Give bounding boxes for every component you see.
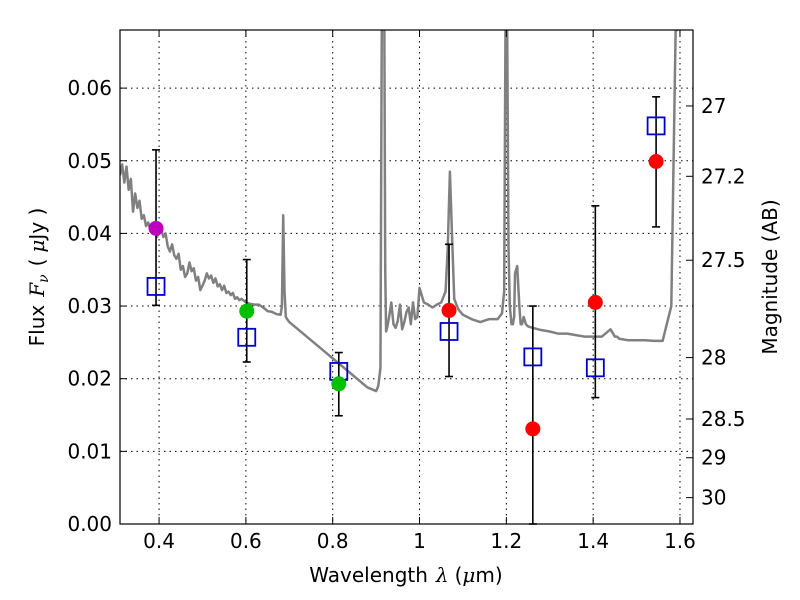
y-axis-ticks: 0.00 0.01 0.02 0.03 0.04 0.05 0.06 — [67, 76, 127, 536]
y-tick-label: 0.00 — [67, 512, 112, 536]
y-tick-label: 0.05 — [67, 149, 112, 173]
magnitude-tick-label: 27 — [701, 94, 726, 118]
model-square-point — [146, 277, 166, 296]
x-tick-label: 1.2 — [490, 529, 522, 553]
model-squares-layer — [146, 116, 666, 381]
y-tick-label: 0.02 — [67, 367, 112, 391]
plot-frame — [119, 29, 694, 525]
y-tick-label: 0.04 — [67, 221, 112, 245]
x-axis-label: Wavelength λ (μm) — [309, 563, 502, 587]
template-spectrum-line — [120, 30, 679, 393]
x-tick-label: 1.4 — [577, 529, 609, 553]
magnitude-axis-label: Magnitude (AB) — [758, 199, 782, 354]
x-tick-label: 0.6 — [230, 529, 262, 553]
photometry-point — [441, 302, 457, 318]
model-square-point — [523, 347, 543, 367]
photometry-point — [148, 220, 164, 236]
x-tick-label: 0.4 — [143, 529, 175, 553]
magnitude-tick-label: 28.5 — [701, 407, 746, 431]
x-axis-ticks: 0.4 0.6 0.8 1 1.2 1.4 1.6 — [143, 30, 696, 553]
photometry-point — [239, 303, 255, 319]
y-axis-label: FluxFν(μJy ) — [25, 208, 52, 347]
model-square-point — [646, 116, 666, 136]
grid-lines — [120, 30, 693, 524]
photometry-points-layer — [148, 153, 664, 437]
model-square-point — [237, 327, 257, 347]
y-tick-label: 0.01 — [67, 439, 112, 463]
magnitude-tick-label: 28 — [701, 346, 726, 370]
x-tick-label: 1 — [413, 529, 426, 553]
photometry-point — [525, 421, 541, 437]
model-square-point — [585, 358, 605, 378]
model-square-point — [439, 322, 459, 341]
template-spectrum-layer — [120, 30, 679, 393]
y-tick-label: 0.03 — [67, 294, 112, 318]
magnitude-tick-label: 30 — [701, 486, 726, 510]
magnitude-tick-label: 27.2 — [701, 164, 746, 188]
plot-area — [120, 30, 693, 524]
x-tick-label: 0.8 — [317, 529, 349, 553]
photometry-point — [648, 153, 664, 169]
magnitude-axis-ticks: 27 27.2 27.5 28 28.5 29 30 — [686, 94, 746, 510]
y-tick-label: 0.06 — [67, 76, 112, 100]
magnitude-tick-label: 29 — [701, 446, 726, 470]
photometry-point — [587, 294, 603, 310]
x-tick-label: 1.6 — [664, 529, 696, 553]
photometry-point — [331, 376, 347, 392]
magnitude-tick-label: 27.5 — [701, 248, 746, 272]
